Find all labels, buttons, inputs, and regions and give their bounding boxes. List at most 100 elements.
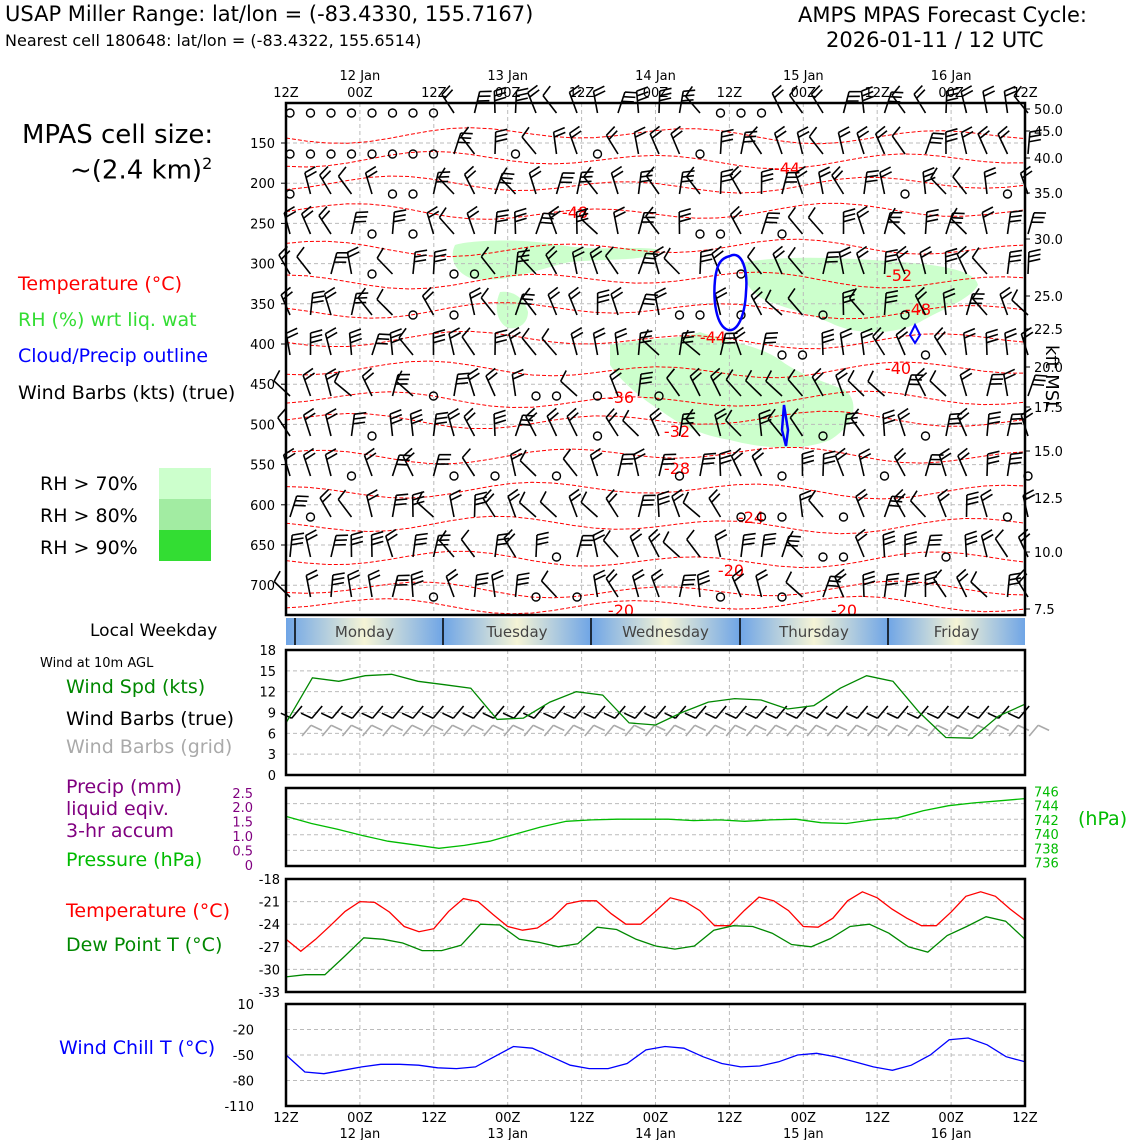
wind-barb-true <box>846 705 869 719</box>
top-time-tick: 12Z <box>569 86 595 101</box>
wind-barb <box>324 408 338 437</box>
wind-barb <box>389 328 403 356</box>
wind-barb-true <box>482 705 505 719</box>
wind-barb <box>371 333 391 356</box>
wind-barb-true <box>785 705 808 719</box>
wind-barb <box>637 211 657 235</box>
pressure-ytick: 746 <box>1034 786 1059 801</box>
wind-barb <box>466 205 480 235</box>
wind-barb <box>1003 368 1016 397</box>
top-time-tick: 12Z <box>421 86 447 101</box>
wind-barb <box>602 530 619 558</box>
wind-barb <box>289 532 305 558</box>
wind-barb <box>494 329 508 356</box>
top-time-tick: 12Z <box>717 86 743 101</box>
wind-barb <box>645 166 660 195</box>
calm-wind-circle <box>920 431 931 441</box>
wind-barb <box>835 367 848 397</box>
precip-label-2: liquid eqiv. <box>66 798 169 820</box>
wind-barb <box>1019 165 1033 195</box>
wind-barb <box>808 126 824 155</box>
wind-barb <box>605 408 619 437</box>
calm-wind-circle <box>715 592 726 602</box>
wind-barb <box>822 450 836 477</box>
calm-wind-circle <box>428 391 439 401</box>
wind-barb <box>296 246 312 275</box>
wind-barb-true <box>543 705 566 719</box>
wind-barb <box>962 327 976 356</box>
wind-barb <box>278 245 291 275</box>
calm-wind-circle <box>531 391 541 401</box>
wind-barb <box>662 531 681 558</box>
calm-wind-circle <box>305 149 316 159</box>
wind-barb <box>799 489 812 518</box>
wind-barb-true <box>664 705 687 719</box>
wind-barb <box>999 286 1013 316</box>
wind-barb <box>986 411 1001 437</box>
wind-barb <box>580 208 599 235</box>
height-tick: 30.0 <box>1034 233 1063 248</box>
wind-barb <box>929 369 947 397</box>
weekday-wednesday: Wednesday <box>622 623 709 641</box>
wind-barb <box>834 447 848 477</box>
weekday-band <box>591 618 740 645</box>
wind-barb-true <box>381 705 404 719</box>
bottom-date-label: 16 Jan <box>931 1127 972 1140</box>
wind-barb <box>748 126 763 155</box>
cloud-outline-layer <box>713 253 922 447</box>
height-tick: 20.0 <box>1034 361 1063 376</box>
wind-barb <box>919 246 933 275</box>
calm-wind-circle <box>715 108 726 118</box>
wind-barb <box>765 370 783 397</box>
wind-barb <box>485 367 498 397</box>
wind-barb <box>410 570 424 598</box>
wind-barb <box>744 369 763 397</box>
wind-barb <box>937 488 950 518</box>
calm-wind-circle <box>449 471 459 481</box>
wind-barb <box>714 287 728 316</box>
wind-barb <box>678 574 697 598</box>
panel-frame <box>284 877 1027 994</box>
wind-barb <box>277 408 291 437</box>
wind-barb <box>491 569 504 598</box>
wind-barb-true <box>704 705 727 719</box>
pressure-level-tick: 300 <box>250 258 275 273</box>
wind-barb <box>714 408 727 437</box>
temperature-contour-label: -20 <box>608 601 634 620</box>
wind-barb <box>645 206 660 235</box>
wind-barb <box>994 529 1009 558</box>
chart-title: USAP Miller Range: lat/lon = (-83.4330, … <box>5 2 534 26</box>
calm-wind-circle <box>367 269 377 279</box>
temperature-contour <box>285 550 1026 569</box>
wind-barb-grid <box>846 724 868 737</box>
wind-barb <box>562 448 578 477</box>
calm-wind-circle <box>838 512 849 522</box>
rh-over-70-region <box>610 332 854 448</box>
legend-cloud: Cloud/Precip outline <box>18 345 209 367</box>
calm-wind-circle <box>326 108 336 118</box>
wind-barb-true <box>886 705 909 719</box>
wind-barb <box>559 370 578 397</box>
wind-barb <box>729 165 742 195</box>
wind-barb <box>330 251 349 275</box>
wind-barbs-true-label: Wind Barbs (true) <box>66 708 235 730</box>
wind-barb <box>348 328 362 356</box>
dewpoint-line <box>285 916 1026 978</box>
wind-barb-true <box>866 705 889 719</box>
calm-wind-circle <box>469 269 480 279</box>
calm-wind-circle <box>305 108 316 118</box>
wind-barb <box>789 408 804 437</box>
windchill-ytick: -20 <box>233 1024 254 1039</box>
wind-barb <box>794 165 808 195</box>
wind-barb <box>347 569 360 598</box>
height-tick: 12.5 <box>1034 492 1063 507</box>
wind-barb-true <box>320 705 344 719</box>
wind-barb <box>540 570 558 598</box>
calm-wind-circle <box>592 149 603 159</box>
precip-ytick: 1.5 <box>232 816 253 831</box>
wind-barb <box>729 205 743 235</box>
wind-barb-true <box>926 705 950 719</box>
cloud-outline <box>713 253 748 332</box>
wind-barb <box>592 529 606 558</box>
wind-barb <box>273 570 291 598</box>
